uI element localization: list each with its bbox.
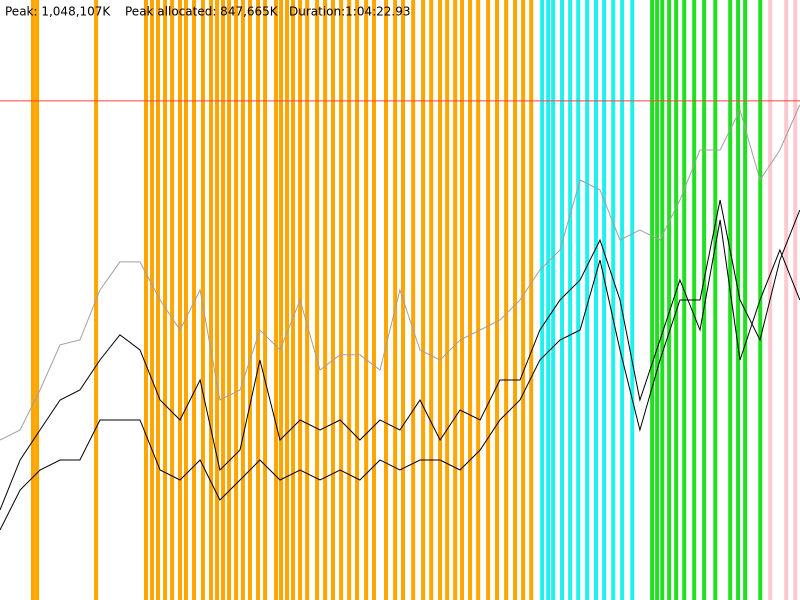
lines [0, 100, 800, 531]
event-band [274, 0, 279, 600]
series-line [0, 199, 800, 531]
event-band [177, 0, 182, 600]
event-band [438, 0, 443, 600]
event-band [445, 0, 450, 600]
event-band [602, 0, 607, 600]
peak-text: Peak: 1,048,107K [5, 5, 111, 19]
event-band [560, 0, 565, 600]
event-band [411, 0, 416, 600]
event-band [655, 0, 660, 600]
event-band [227, 0, 232, 600]
event-band [568, 0, 573, 600]
event-band [256, 0, 261, 600]
peak-allocated-text: Peak allocated: 847,665K [125, 5, 279, 19]
event-band [421, 0, 426, 600]
event-band [163, 0, 168, 600]
event-band [156, 0, 161, 600]
duration-text: Duration:1:04:22.93 [289, 5, 411, 19]
event-band [674, 0, 679, 600]
event-band [784, 0, 789, 600]
event-band [331, 0, 336, 600]
event-band [453, 0, 458, 600]
event-band [150, 0, 155, 600]
series-line [0, 219, 800, 511]
event-band [263, 0, 268, 600]
event-band [183, 0, 188, 600]
event-band [594, 0, 599, 600]
event-band [736, 0, 741, 600]
event-band [521, 0, 526, 600]
header: Peak: 1,048,107K Peak allocated: 847,665… [5, 5, 411, 19]
series-line [0, 104, 800, 441]
event-band [315, 0, 320, 600]
event-band [323, 0, 328, 600]
event-band [540, 0, 545, 600]
event-band [513, 0, 518, 600]
event-band [667, 0, 672, 600]
event-band [702, 0, 707, 600]
event-band [504, 0, 509, 600]
event-band [429, 0, 434, 600]
event-band [192, 0, 197, 600]
event-band [585, 0, 590, 600]
event-band [355, 0, 360, 600]
event-band [215, 0, 220, 600]
event-band [200, 0, 205, 600]
event-band [713, 0, 718, 600]
event-band [364, 0, 369, 600]
event-band [460, 0, 465, 600]
event-band [551, 0, 556, 600]
event-band [285, 0, 290, 600]
event-band [209, 0, 214, 600]
event-band [495, 0, 500, 600]
event-band [660, 0, 665, 600]
event-band [221, 0, 226, 600]
event-band [486, 0, 491, 600]
event-band [728, 0, 733, 600]
event-band [611, 0, 616, 600]
event-band [468, 0, 473, 600]
event-band [279, 0, 284, 600]
event-band [476, 0, 481, 600]
event-band [630, 0, 635, 600]
event-band [793, 0, 798, 600]
event-band [247, 0, 252, 600]
event-band [144, 0, 149, 600]
event-band [546, 0, 551, 600]
event-band [30, 0, 35, 600]
event-band [529, 0, 534, 600]
event-band [576, 0, 581, 600]
event-band [384, 0, 389, 600]
event-band [35, 0, 40, 600]
event-band [650, 0, 655, 600]
event-band [620, 0, 625, 600]
event-band [240, 0, 245, 600]
event-band [339, 0, 344, 600]
event-band [372, 0, 377, 600]
event-band [305, 0, 310, 600]
event-band [291, 0, 296, 600]
event-band [170, 0, 175, 600]
event-band [347, 0, 352, 600]
event-band [743, 0, 748, 600]
event-band [393, 0, 398, 600]
event-band [234, 0, 239, 600]
